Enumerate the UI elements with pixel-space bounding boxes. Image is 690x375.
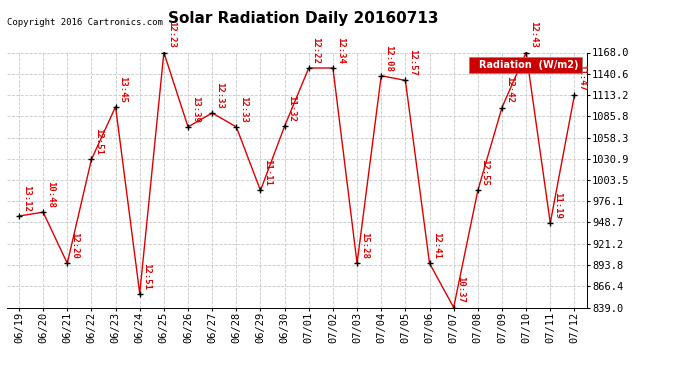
Text: 12:42: 12:42 <box>505 76 514 104</box>
Text: 11:19: 11:19 <box>553 192 562 219</box>
Text: 12:51: 12:51 <box>143 262 152 290</box>
Text: 12:20: 12:20 <box>70 232 79 259</box>
Text: Solar Radiation Daily 20160713: Solar Radiation Daily 20160713 <box>168 11 439 26</box>
Text: 12:08: 12:08 <box>384 45 393 72</box>
Text: 11:11: 11:11 <box>264 159 273 186</box>
Text: 12:33: 12:33 <box>239 96 248 123</box>
Text: Copyright 2016 Cartronics.com: Copyright 2016 Cartronics.com <box>7 18 163 27</box>
Text: 13:45: 13:45 <box>119 76 128 103</box>
Text: 12:22: 12:22 <box>312 37 321 64</box>
Text: 12:55: 12:55 <box>481 159 490 186</box>
Text: 12:23: 12:23 <box>167 21 176 48</box>
Text: 11:32: 11:32 <box>288 95 297 122</box>
Text: 10:37: 10:37 <box>457 276 466 303</box>
Text: 12:33: 12:33 <box>215 82 224 109</box>
Legend: Radiation  (W/m2): Radiation (W/m2) <box>469 57 582 73</box>
Text: 12:34: 12:34 <box>336 37 345 64</box>
Text: 12:41: 12:41 <box>433 232 442 259</box>
Text: 12:57: 12:57 <box>408 50 417 76</box>
Text: 12:51: 12:51 <box>95 128 103 155</box>
Text: 13:12: 13:12 <box>22 185 31 212</box>
Text: 12:43: 12:43 <box>529 21 538 48</box>
Text: 13:39: 13:39 <box>191 96 200 123</box>
Text: 11:47: 11:47 <box>578 64 586 91</box>
Text: 15:28: 15:28 <box>360 232 369 259</box>
Text: 10:48: 10:48 <box>46 181 55 208</box>
